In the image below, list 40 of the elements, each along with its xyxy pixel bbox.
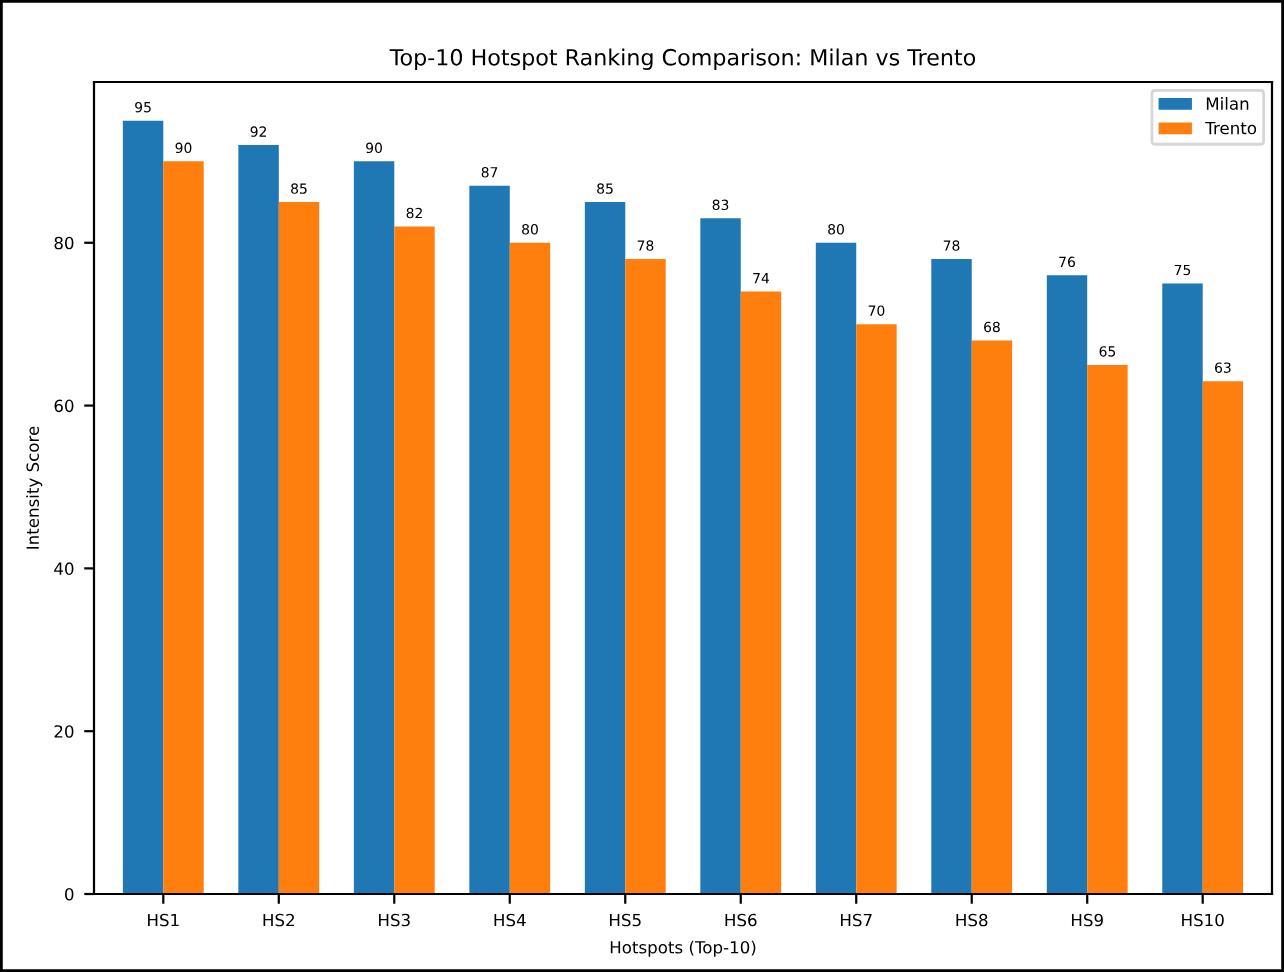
bar [469,185,510,894]
bar [163,161,204,894]
y-tick-label: 60 [54,399,74,413]
y-tick-label: 80 [54,236,74,250]
x-tick-label: HS4 [494,913,526,927]
y-tick-label: 0 [65,887,74,901]
x-tick-label: HS2 [263,913,294,927]
bar [509,242,551,894]
x-tick-label: HS1 [148,913,179,927]
bar [278,202,320,894]
x-tick-label: HS9 [1071,913,1103,927]
x-tick-label: HS3 [379,913,410,927]
legend-label: Trento [1205,121,1257,135]
bar [1046,275,1088,894]
bar [931,259,972,894]
x-tick-label: HS5 [610,913,641,927]
chart-title: Top-10 Hotspot Ranking Comparison: Milan vs Trento [389,48,976,70]
x-axis-title: Hotspots (Top-10) [610,940,756,957]
bar [856,324,897,894]
x-tick-label: HS7 [841,913,872,927]
y-tick-label: 40 [54,562,74,575]
bar [1202,381,1244,894]
bar [740,291,782,894]
x-tick-label: HS10 [1182,913,1224,927]
bar [625,259,666,894]
bar [1162,283,1203,894]
bar [584,202,626,894]
y-axis-title: Intensity Score [26,426,43,549]
x-tick-label: HS8 [956,913,988,927]
legend-label: Milan [1206,97,1249,110]
bar [353,161,395,894]
y-tick-label: 20 [54,725,74,738]
x-tick-label: HS6 [725,913,757,927]
bar [238,145,279,894]
bar [1087,364,1128,894]
bar [815,242,857,894]
bar [971,340,1013,894]
bar [700,218,741,894]
bar [122,120,164,894]
bar [394,226,435,894]
